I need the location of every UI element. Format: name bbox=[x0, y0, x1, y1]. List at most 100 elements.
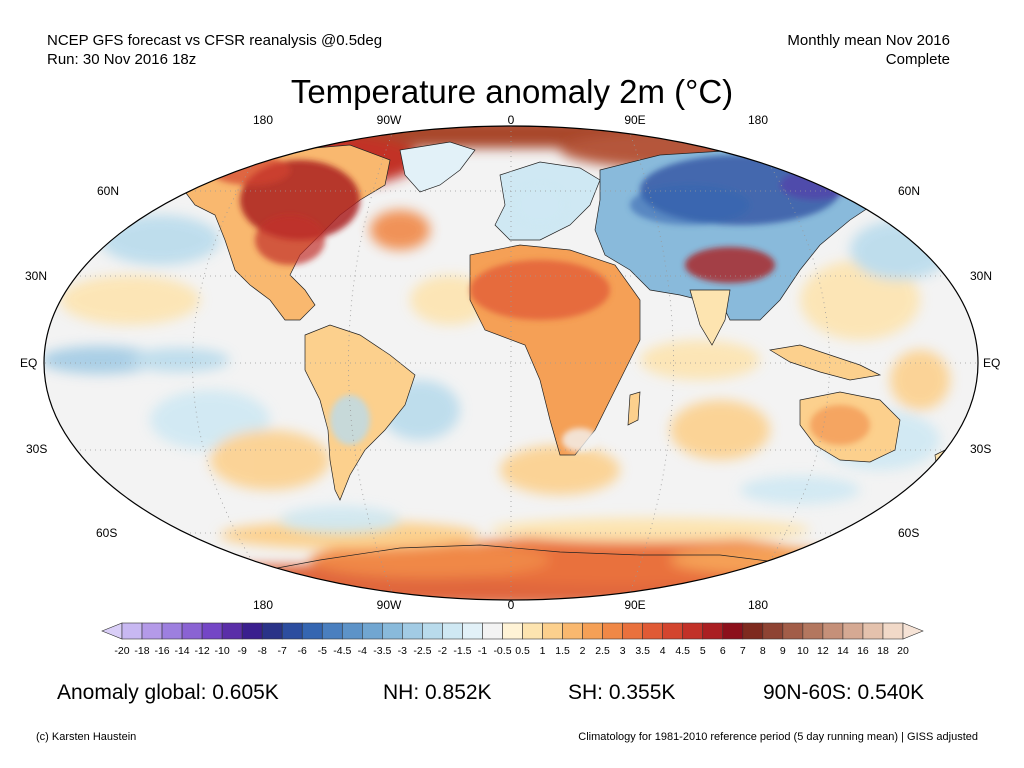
colorbar-tick-label: -12 bbox=[194, 645, 210, 657]
colorbar-tick-label: 7 bbox=[739, 645, 746, 657]
colorbar-tick-label: 3.5 bbox=[635, 645, 650, 657]
colorbar-tick-label: 5 bbox=[699, 645, 706, 657]
colorbar-cell bbox=[702, 622, 724, 640]
colorbar-tick-label: -16 bbox=[154, 645, 170, 657]
lat-label-left-60n: 60N bbox=[97, 184, 120, 198]
colorbar-cell bbox=[502, 622, 523, 640]
period-description: Monthly mean Nov 2016 bbox=[787, 32, 950, 49]
colorbar-tick-label: -8 bbox=[257, 645, 267, 657]
colorbar-cell bbox=[341, 622, 363, 640]
colorbar-cell bbox=[662, 622, 684, 640]
colorbar-tick-label: 2.5 bbox=[595, 645, 610, 657]
colorbar-cell bbox=[141, 622, 163, 640]
colorbar-cell bbox=[281, 622, 303, 640]
lon-label-top-180e: 180 bbox=[747, 113, 769, 127]
colorbar-tick-label: -20 bbox=[114, 645, 130, 657]
colorbar-tick-label: -14 bbox=[174, 645, 190, 657]
greenland bbox=[399, 141, 476, 193]
ocean-patches bbox=[44, 210, 950, 534]
colorbar-tick-label: -4.5 bbox=[333, 645, 352, 657]
colorbar-cell bbox=[882, 622, 904, 640]
colorbar-tick-label: -3 bbox=[397, 645, 408, 657]
lat-label-right-60s: 60S bbox=[898, 526, 920, 540]
maritime-continent bbox=[769, 344, 882, 381]
colorbar-cell bbox=[402, 622, 423, 640]
lat-label-left-30n: 30N bbox=[25, 269, 48, 283]
colorbar-tick-label: 6 bbox=[719, 645, 726, 657]
colorbar-cell bbox=[602, 622, 623, 640]
globe-outline bbox=[43, 125, 979, 601]
colorbar-cell bbox=[121, 622, 143, 640]
map-title: Temperature anomaly 2m (°C) bbox=[290, 73, 734, 110]
colorbar-cell bbox=[301, 622, 323, 640]
colorbar-tick-label: -3.5 bbox=[373, 645, 392, 657]
model-description: NCEP GFS forecast vs CFSR reanalysis @0.… bbox=[47, 32, 383, 49]
lon-label-bottom-180e: 180 bbox=[747, 598, 769, 612]
colorbar-cell bbox=[442, 622, 463, 640]
colorbar-tick-label: -5 bbox=[317, 645, 327, 657]
colorbar-tick-label: -4 bbox=[357, 645, 367, 657]
colorbar-tick-label: -10 bbox=[214, 645, 230, 657]
colorbar-tick-label: 2 bbox=[579, 645, 586, 657]
colorbar-tick-label: -6 bbox=[297, 645, 307, 657]
colorbar-tick-label: 16 bbox=[857, 645, 869, 657]
colorbar-cell bbox=[762, 622, 784, 640]
colorbar-tick-label: 4 bbox=[659, 645, 666, 657]
colorbar-tick-label: 3 bbox=[619, 645, 626, 657]
stat-arctic-anomaly: 90N-60S: 0.540K bbox=[763, 681, 925, 704]
colorbar-cell bbox=[261, 622, 283, 640]
lat-label-left-60s: 60S bbox=[96, 526, 118, 540]
colorbar-cell bbox=[482, 622, 503, 640]
header-right: Monthly mean Nov 2016 Complete bbox=[787, 31, 950, 69]
colorbar-tick-label: -18 bbox=[134, 645, 150, 657]
colorbar-cell bbox=[682, 622, 704, 640]
colorbar-cell bbox=[862, 622, 884, 640]
colorbar-cell bbox=[622, 622, 643, 640]
colorbar-cell bbox=[462, 622, 483, 640]
colorbar-cell bbox=[642, 622, 663, 640]
colorbar-cell bbox=[422, 622, 443, 640]
colorbar-cell bbox=[542, 622, 563, 640]
graticule bbox=[44, 126, 978, 600]
lon-label-bottom-0: 0 bbox=[507, 598, 515, 612]
colorbar-tick-label: -1 bbox=[477, 645, 488, 657]
lat-label-left-30s: 30S bbox=[26, 442, 48, 456]
lat-label-right-60n: 60N bbox=[898, 184, 921, 198]
colorbar-tick-label: -9 bbox=[237, 645, 247, 657]
colorbar-cell bbox=[822, 622, 844, 640]
header-left: NCEP GFS forecast vs CFSR reanalysis @0.… bbox=[47, 31, 382, 69]
lon-label-bottom-90e: 90E bbox=[624, 598, 646, 612]
india bbox=[689, 289, 731, 346]
colorbar-tick-label: 12 bbox=[817, 645, 829, 657]
colorbar-cell bbox=[201, 622, 223, 640]
colorbar-cell bbox=[782, 622, 804, 640]
lat-label-right-30s: 30S bbox=[970, 442, 992, 456]
colorbar-tick-label: 10 bbox=[797, 645, 809, 657]
lat-label-right-30n: 30N bbox=[970, 269, 993, 283]
completion-status: Complete bbox=[885, 51, 950, 68]
colorbar-over-arrow bbox=[902, 622, 924, 640]
lon-label-bottom-180w: 180 bbox=[252, 598, 274, 612]
colorbar-cell bbox=[362, 622, 383, 640]
colorbar-cell bbox=[241, 622, 263, 640]
run-time: Run: 30 Nov 2016 18z bbox=[47, 51, 197, 68]
climatology-note: Climatology for 1981-2010 reference peri… bbox=[578, 731, 978, 743]
colorbar-tick-label: -2 bbox=[437, 645, 448, 657]
stat-nh-anomaly: NH: 0.852K bbox=[383, 681, 492, 704]
lon-label-top-90e: 90E bbox=[624, 113, 646, 127]
colorbar-cell bbox=[161, 622, 183, 640]
colorbar-tick-label: -1.5 bbox=[453, 645, 472, 657]
colorbar-cell bbox=[802, 622, 824, 640]
colorbar-cell bbox=[221, 622, 243, 640]
credit-text: (c) Karsten Haustein bbox=[36, 731, 137, 743]
lon-label-bottom-90w: 90W bbox=[376, 598, 402, 612]
lat-label-right-eq: EQ bbox=[983, 356, 1001, 370]
colorbar-tick-label: 18 bbox=[877, 645, 889, 657]
colorbar-tick-label: 20 bbox=[897, 645, 909, 657]
stat-global-anomaly: Anomaly global: 0.605K bbox=[57, 681, 279, 704]
colorbar-under-arrow bbox=[101, 622, 123, 640]
colorbar-tick-label: 0.5 bbox=[515, 645, 530, 657]
lon-label-top-90w: 90W bbox=[376, 113, 402, 127]
colorbar-cell bbox=[382, 622, 403, 640]
